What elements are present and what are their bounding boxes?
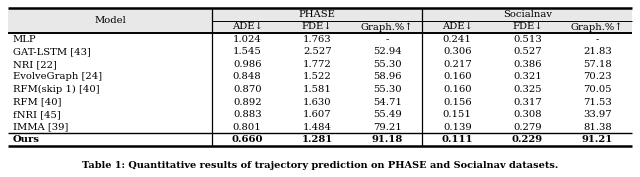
- Text: 79.21: 79.21: [373, 123, 402, 132]
- Text: 91.21: 91.21: [582, 135, 613, 144]
- Text: 1.772: 1.772: [303, 60, 332, 69]
- Text: 58.96: 58.96: [373, 73, 401, 81]
- Text: 1.607: 1.607: [303, 110, 332, 119]
- Text: 70.23: 70.23: [583, 73, 612, 81]
- Text: 2.527: 2.527: [303, 47, 332, 56]
- Text: 1.545: 1.545: [233, 47, 262, 56]
- Text: 0.321: 0.321: [513, 73, 541, 81]
- Text: 1.763: 1.763: [303, 35, 332, 44]
- Text: 0.111: 0.111: [442, 135, 473, 144]
- Text: 0.139: 0.139: [443, 123, 472, 132]
- Text: ADE↓: ADE↓: [442, 22, 473, 31]
- Text: -: -: [385, 35, 389, 44]
- Text: 0.279: 0.279: [513, 123, 541, 132]
- Text: 0.527: 0.527: [513, 47, 541, 56]
- Text: 0.160: 0.160: [443, 85, 472, 94]
- Text: FDE↓: FDE↓: [302, 22, 333, 31]
- Text: 81.38: 81.38: [583, 123, 612, 132]
- Text: 55.30: 55.30: [373, 60, 401, 69]
- Text: 0.883: 0.883: [233, 110, 262, 119]
- Text: FDE↓: FDE↓: [512, 22, 543, 31]
- Text: 33.97: 33.97: [583, 110, 612, 119]
- Text: 0.217: 0.217: [443, 60, 472, 69]
- Text: 1.581: 1.581: [303, 85, 332, 94]
- Text: 0.848: 0.848: [233, 73, 262, 81]
- Text: 1.484: 1.484: [303, 123, 332, 132]
- Text: -: -: [596, 35, 599, 44]
- Text: 0.386: 0.386: [513, 60, 541, 69]
- Text: Model: Model: [94, 16, 126, 25]
- Text: Graph.%↑: Graph.%↑: [361, 22, 413, 32]
- Text: 0.156: 0.156: [443, 98, 472, 107]
- Text: 0.308: 0.308: [513, 110, 541, 119]
- Text: 54.71: 54.71: [373, 98, 402, 107]
- Text: 0.229: 0.229: [512, 135, 543, 144]
- Text: Graph.%↑: Graph.%↑: [571, 22, 623, 32]
- Text: PHASE: PHASE: [299, 10, 335, 19]
- Text: 55.30: 55.30: [373, 85, 401, 94]
- Text: 0.317: 0.317: [513, 98, 541, 107]
- Text: 57.18: 57.18: [583, 60, 612, 69]
- FancyBboxPatch shape: [8, 8, 632, 33]
- Text: 0.801: 0.801: [233, 123, 262, 132]
- Text: 1.024: 1.024: [233, 35, 262, 44]
- Text: 71.53: 71.53: [583, 98, 612, 107]
- Text: 0.986: 0.986: [233, 60, 262, 69]
- Text: 0.892: 0.892: [233, 98, 262, 107]
- Text: 1.630: 1.630: [303, 98, 332, 107]
- Text: 1.522: 1.522: [303, 73, 332, 81]
- Text: 21.83: 21.83: [583, 47, 612, 56]
- Text: ADE↓: ADE↓: [232, 22, 262, 31]
- Text: 0.151: 0.151: [443, 110, 472, 119]
- Text: RFM(skip 1) [40]: RFM(skip 1) [40]: [13, 85, 99, 94]
- Text: 52.94: 52.94: [373, 47, 402, 56]
- Text: 0.325: 0.325: [513, 85, 541, 94]
- Text: 0.513: 0.513: [513, 35, 541, 44]
- Text: 91.18: 91.18: [372, 135, 403, 144]
- Text: 0.160: 0.160: [443, 73, 472, 81]
- Text: IMMA [39]: IMMA [39]: [13, 123, 68, 132]
- Text: NRI [22]: NRI [22]: [13, 60, 57, 69]
- Text: RFM [40]: RFM [40]: [13, 98, 61, 107]
- Text: EvolveGraph [24]: EvolveGraph [24]: [13, 73, 102, 81]
- Text: Table 1: Quantitative results of trajectory prediction on PHASE and Socialnav da: Table 1: Quantitative results of traject…: [82, 161, 558, 170]
- Text: MLP: MLP: [13, 35, 36, 44]
- Text: 0.660: 0.660: [232, 135, 263, 144]
- Text: 1.281: 1.281: [301, 135, 333, 144]
- Text: GAT-LSTM [43]: GAT-LSTM [43]: [13, 47, 91, 56]
- Text: 55.49: 55.49: [373, 110, 402, 119]
- Text: 70.05: 70.05: [583, 85, 612, 94]
- Text: 0.870: 0.870: [233, 85, 262, 94]
- Text: Ours: Ours: [13, 135, 40, 144]
- Text: fNRI [45]: fNRI [45]: [13, 110, 61, 119]
- Text: 0.306: 0.306: [443, 47, 472, 56]
- Text: Socialnav: Socialnav: [503, 10, 552, 19]
- Text: 0.241: 0.241: [443, 35, 472, 44]
